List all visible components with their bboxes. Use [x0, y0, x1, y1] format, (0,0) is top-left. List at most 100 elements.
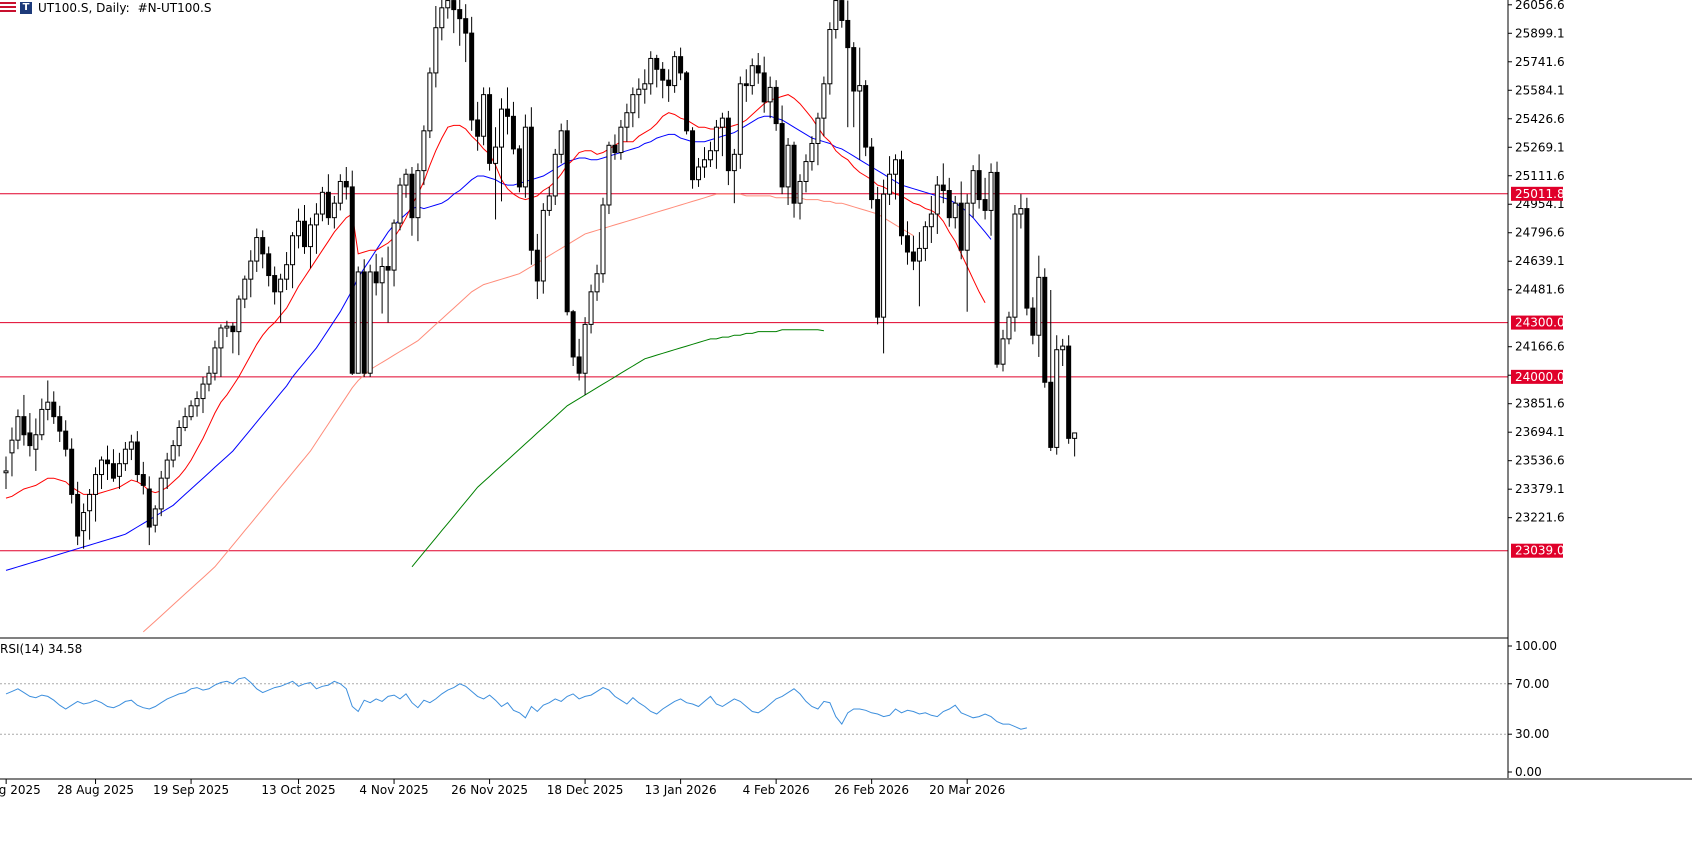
level-tags: 25011.8 24300.0 24000.0 23039.0 [1511, 186, 1565, 558]
candle-down [343, 180, 349, 188]
time-tick-label: 20 Mar 2026 [929, 783, 1005, 797]
candle-up [421, 130, 427, 172]
rsi-tick-label: 100.00 [1515, 639, 1557, 653]
symbol-label: UT100.S, Daily: [38, 1, 130, 15]
level-tag-label: 24000.0 [1515, 370, 1565, 384]
candle-up [499, 108, 505, 148]
candle-down [385, 266, 391, 271]
candle-down [463, 18, 469, 34]
candle-down [678, 56, 684, 74]
candle-up [827, 29, 833, 85]
candle-up [1018, 208, 1024, 215]
candle-down [134, 441, 140, 476]
candle-up [964, 202, 970, 251]
candle-up [1036, 276, 1042, 336]
candle-down [504, 108, 510, 117]
candle-up [284, 264, 290, 280]
candle-up [116, 463, 122, 477]
time-tick-label: 28 Aug 2025 [57, 783, 134, 797]
candle-down [487, 94, 493, 164]
candle-up [176, 427, 182, 447]
time-tick-label: 19 Sep 2025 [153, 783, 229, 797]
candle-down [57, 416, 63, 432]
candle-down [773, 86, 779, 125]
candle-up [600, 204, 606, 275]
candle-up [87, 493, 93, 512]
candle-up [952, 202, 958, 219]
time-tick-label: 18 Dec 2025 [547, 783, 624, 797]
candle-up [93, 474, 99, 495]
candle-down [743, 83, 749, 87]
candle-up [99, 459, 105, 476]
candle-down [69, 448, 75, 495]
candle-up [439, 7, 445, 29]
candle-down [576, 356, 582, 374]
price-tick-label: 25741.6 [1515, 55, 1565, 69]
price-tick-label: 23694.1 [1515, 425, 1565, 439]
rsi-tick-label: 0.00 [1515, 765, 1542, 779]
axes: 26056.6 25899.1 25741.6 25584.1 25426.6 25269… [0, 0, 1692, 797]
level-tag [1511, 315, 1563, 330]
candle-up [45, 401, 51, 410]
candle-up [857, 85, 863, 92]
candle-down [845, 19, 851, 49]
candle-up [331, 202, 337, 219]
candle-down [409, 173, 415, 219]
candle-up [887, 173, 893, 195]
candle-up [1072, 432, 1078, 439]
candle-up [481, 94, 487, 137]
candle-down [994, 171, 1000, 365]
price-tick-label: 25111.6 [1515, 169, 1565, 183]
candle-up [278, 278, 284, 293]
candle-up [552, 153, 558, 197]
candle-up [206, 372, 212, 385]
candle-up [15, 416, 21, 441]
candle-down [690, 130, 696, 181]
candle-up [558, 130, 564, 155]
candle-down [1048, 381, 1054, 448]
candle-up [696, 166, 702, 181]
rsi-tick-label: 30.00 [1515, 727, 1549, 741]
candle-down [940, 184, 946, 192]
price-tick-label: 24796.6 [1515, 226, 1565, 240]
candle-down [475, 119, 481, 137]
candle-down [457, 9, 463, 20]
candle-up [3, 470, 9, 474]
candle-down [564, 130, 570, 313]
candle-up [355, 271, 361, 374]
candle-up [182, 416, 188, 429]
candle-down [266, 253, 272, 277]
price-tick-label: 24481.6 [1515, 283, 1565, 297]
candle-down [666, 79, 672, 87]
candle-down [21, 416, 27, 436]
candle-up [319, 191, 325, 215]
candle-up [594, 273, 600, 293]
candle-up [809, 142, 815, 163]
time-tick-label: 7 Aug 2025 [0, 783, 41, 797]
candle-down [725, 117, 731, 172]
price-tick-label: 23851.6 [1515, 397, 1565, 411]
candle-down [910, 251, 916, 262]
candle-up [445, 0, 451, 9]
candle-up [815, 117, 821, 144]
candle-up [212, 347, 218, 374]
candle-down [761, 72, 767, 103]
candle-down [684, 72, 690, 132]
candle-down [904, 235, 910, 253]
candle-up [672, 56, 678, 87]
time-tick-label: 26 Nov 2025 [451, 783, 528, 797]
candle-down [1066, 345, 1072, 439]
candle-down [302, 220, 307, 248]
candle-up [719, 117, 725, 128]
candle-down [791, 144, 797, 204]
candle-down [140, 474, 146, 486]
time-tick-label: 4 Feb 2026 [743, 783, 810, 797]
candle-up [881, 193, 887, 318]
candle-up [122, 448, 128, 465]
candle-down [361, 271, 367, 374]
price-tick-label: 24639.1 [1515, 254, 1565, 268]
candle-up [648, 57, 654, 85]
candle-down [373, 271, 379, 284]
candle-down [63, 430, 69, 450]
